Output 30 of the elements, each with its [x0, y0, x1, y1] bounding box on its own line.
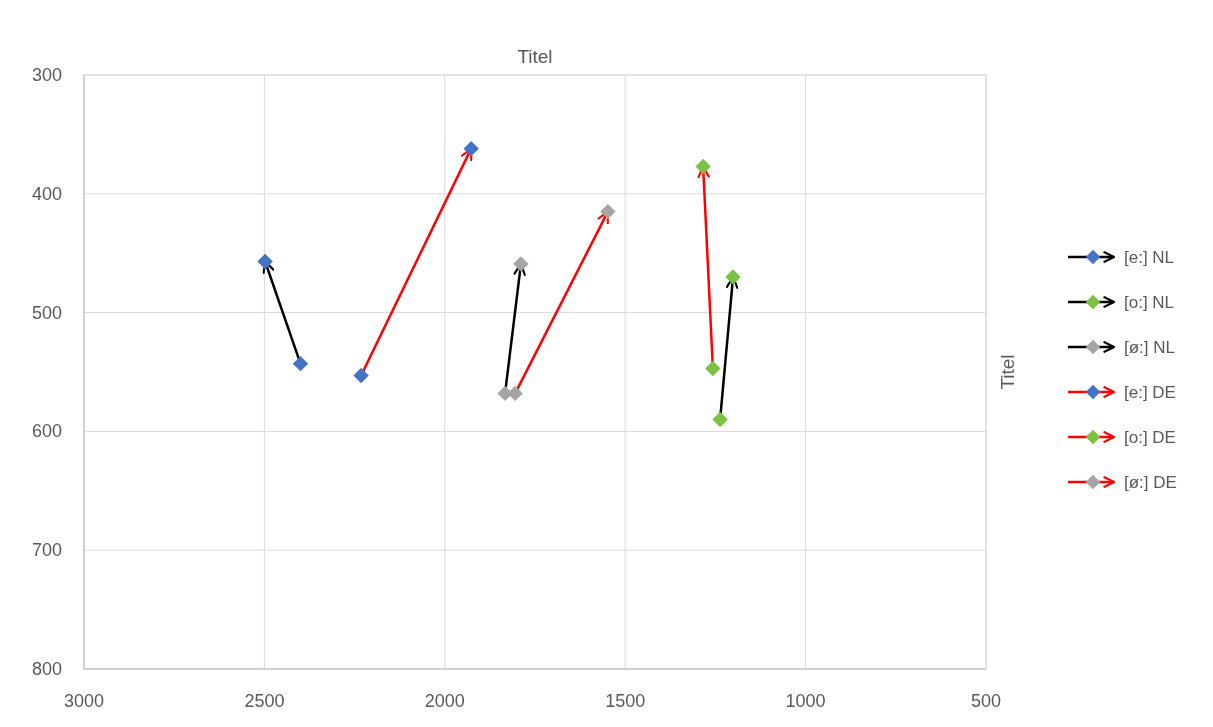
x-tick-label: 1500 — [605, 691, 646, 711]
legend-label: [e:] NL — [1124, 248, 1175, 267]
x-tick-label: 2000 — [424, 691, 465, 711]
point — [293, 356, 308, 371]
point — [695, 159, 711, 174]
point — [600, 204, 616, 219]
legend-label: [o:] DE — [1124, 428, 1176, 447]
point — [725, 269, 741, 285]
y-tick-label: 500 — [31, 302, 62, 323]
y-axis-title: Titel — [997, 354, 1018, 390]
point — [463, 141, 479, 156]
y-tick-label: 600 — [31, 421, 62, 442]
point — [257, 254, 273, 269]
y-tick-label: 300 — [31, 65, 62, 85]
y-tick-label: 700 — [31, 540, 62, 561]
legend-label: [ø:] DE — [1124, 473, 1177, 492]
legend-label: [ø:] NL — [1124, 338, 1176, 357]
legend-label: [o:] NL — [1124, 293, 1175, 312]
point — [712, 412, 728, 427]
y-tick-label: 800 — [31, 659, 62, 679]
legend-label: [e:] DE — [1124, 383, 1176, 402]
x-tick-label: 1000 — [785, 691, 826, 711]
point — [705, 361, 721, 376]
point — [353, 368, 369, 383]
chart-title: Titel — [517, 46, 553, 67]
x-tick-label: 2500 — [244, 691, 285, 711]
y-tick-label: 400 — [31, 183, 62, 204]
x-tick-label: 3000 — [63, 691, 105, 711]
point — [513, 256, 529, 272]
x-tick-label: 500 — [970, 691, 1002, 711]
